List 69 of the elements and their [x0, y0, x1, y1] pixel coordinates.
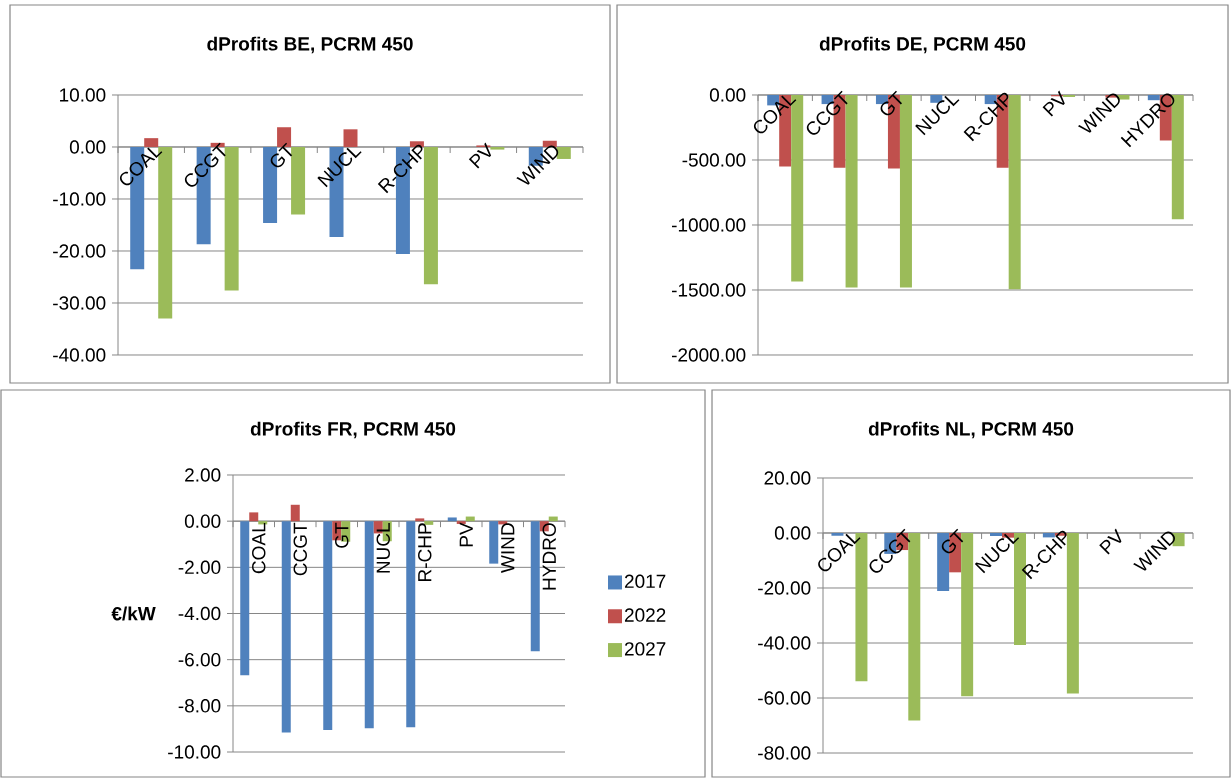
y-tick-label: -20.00: [758, 581, 811, 595]
bar: [343, 129, 358, 147]
bar: [258, 521, 268, 525]
y-tick-label: -10.00: [53, 192, 106, 206]
y-tick-label: -40.00: [758, 636, 811, 650]
y-axis-title: €/kW: [111, 606, 156, 621]
y-tick-label: -2000.00: [671, 348, 746, 362]
bar: [323, 521, 333, 731]
x-tick-label: NUCL: [376, 523, 390, 573]
y-tick-label: -30.00: [53, 296, 106, 310]
bar: [224, 147, 239, 291]
bar: [144, 138, 159, 147]
y-tick-label: 0.00: [184, 514, 221, 528]
y-tick-label: 10.00: [60, 88, 106, 102]
y-tick-label: -10.00: [168, 745, 221, 759]
y-tick-label: -500.00: [682, 153, 746, 167]
y-tick-label: -20.00: [53, 244, 106, 258]
y-tick-label: -8.00: [178, 699, 221, 713]
legend-label: 2017: [624, 574, 666, 589]
x-tick-label: R-CHP: [418, 523, 432, 581]
bar: [240, 521, 250, 676]
y-tick-label: -80.00: [758, 746, 811, 760]
y-tick-label: 0.00: [774, 526, 811, 540]
y-tick-label: -1000.00: [671, 218, 746, 232]
bar: [406, 521, 416, 728]
bar: [542, 140, 557, 147]
bar: [364, 521, 374, 729]
bar: [281, 521, 291, 733]
bar: [498, 521, 508, 525]
x-tick-label: GT: [335, 522, 349, 548]
legend-label: 2022: [624, 608, 666, 622]
x-tick-label: HYDRO: [542, 523, 556, 590]
bar: [249, 512, 259, 522]
y-tick-label: 0.00: [709, 88, 746, 102]
y-tick-label: -4.00: [178, 606, 221, 621]
bar: [490, 147, 505, 150]
x-tick-label: PV: [1042, 90, 1065, 117]
x-tick-label: COAL: [252, 522, 266, 574]
y-tick-label: -2.00: [178, 560, 221, 575]
y-tick-label: -40.00: [53, 348, 106, 362]
y-tick-label: 2.00: [185, 468, 221, 482]
bar: [290, 504, 300, 522]
bar: [556, 147, 571, 159]
bar: [424, 521, 434, 525]
chart-title: dProfits NL, PCRM 450: [868, 421, 1074, 439]
x-tick-label: GT: [941, 528, 964, 554]
x-tick-label: PV: [459, 522, 473, 547]
y-tick-label: 0.00: [69, 140, 106, 154]
chart-title: dProfits FR, PCRM 450: [250, 421, 456, 439]
x-tick-label: PV: [468, 142, 492, 169]
x-tick-label: CCGT: [293, 522, 307, 576]
y-tick-label: 20.00: [764, 471, 811, 485]
x-tick-label: GT: [880, 90, 903, 116]
bar: [530, 521, 540, 652]
x-tick-label: GT: [270, 142, 293, 168]
bar: [456, 521, 466, 524]
y-tick-label: -1500.00: [671, 283, 746, 297]
x-tick-label: WIND: [501, 523, 515, 573]
y-tick-label: -6.00: [178, 652, 221, 667]
legend-label: 2027: [624, 642, 666, 656]
y-tick-label: -60.00: [758, 691, 811, 705]
bar: [423, 147, 438, 285]
chart-title: dProfits DE, PCRM 450: [819, 36, 1026, 54]
bar: [291, 147, 306, 215]
chart-title: dProfits BE, PCRM 450: [207, 36, 413, 54]
bar: [415, 518, 425, 522]
x-tick-label: PV: [1099, 528, 1122, 555]
bar: [489, 521, 499, 564]
bar: [447, 517, 457, 522]
